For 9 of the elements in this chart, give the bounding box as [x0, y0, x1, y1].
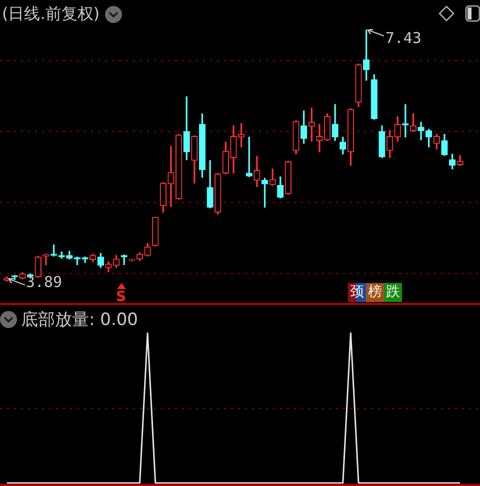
candlestick [418, 122, 424, 140]
text: S [116, 289, 126, 305]
annotation: 3.89 [26, 273, 62, 291]
text: 跌 [384, 283, 402, 302]
chart-title: (日线.前复权) [2, 4, 100, 25]
text: 榜 [366, 283, 384, 302]
candlestick [42, 254, 50, 266]
chart-title: 底部放量: 0.00 [21, 309, 138, 331]
annotation: 7.43 [385, 29, 422, 47]
